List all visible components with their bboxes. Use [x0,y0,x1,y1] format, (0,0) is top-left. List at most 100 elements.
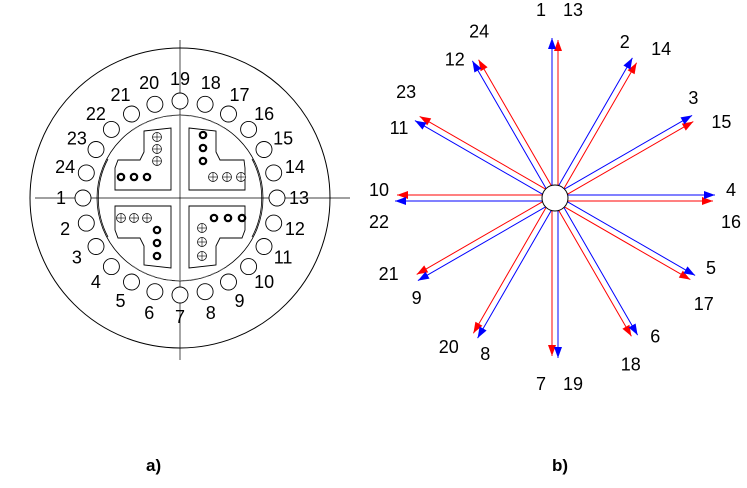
stator-slot [146,283,164,301]
phasor-line [557,62,638,200]
slot-label: 16 [254,104,274,124]
slot-label: 4 [91,272,101,292]
slot-label: 13 [289,188,309,208]
phasor-arrowhead [477,326,487,339]
phasor-arrowhead [627,62,637,75]
phasor-line [416,194,554,275]
phasor-arrowhead [702,197,713,205]
slot-label: 3 [72,248,82,268]
stator-slot [77,214,95,232]
phasor-label-second: 13 [563,0,583,20]
phasor-arrowhead [548,38,556,49]
phasor-label-first: 3 [688,88,698,108]
stator-slot [123,273,140,291]
pole-piece [114,127,172,191]
phasor-arrowhead [678,270,691,280]
slot-label: 24 [55,157,75,177]
phasor-label-second: 14 [651,39,671,59]
rotor-boundary [96,114,264,282]
stator-slot [102,120,120,138]
rotor-side-arc [251,158,263,238]
phasor-label-first: 8 [480,344,490,364]
phasor-label-second: 17 [694,294,714,314]
phasor-arrowhead [473,321,483,334]
rotor-conductors [116,130,247,261]
phasor-arrowhead [478,59,488,72]
phasor-label-first: 7 [536,374,546,394]
phasor-arrowhead [554,347,562,358]
stator-slot [255,238,273,255]
conductor-dot-core [145,175,149,179]
phasor-label-first: 9 [412,288,422,308]
phasor-label-second: 15 [711,112,731,132]
slot-label: 1 [56,188,66,208]
slot-label: 19 [170,69,190,89]
phasor-label-second: 19 [563,374,583,394]
stator-slot [240,120,258,138]
phasor-line [478,59,559,197]
phasor-label-second: 21 [379,264,399,284]
rotor-dashed-arc [132,115,228,131]
stator-slot [87,141,105,158]
stator-slot [171,92,189,110]
stator-slot [77,164,95,182]
conductor-dot-core [119,175,123,179]
phasor-arrowhead [395,197,406,205]
panel-b-label: b) [552,456,568,475]
phasor-label-second: 18 [621,354,641,374]
phasor-label-first: 11 [390,118,409,138]
phasor-arrowhead [554,40,562,51]
conductor-dot-core [201,159,205,163]
slot-label: 10 [254,272,274,292]
star-center-hub [541,184,569,212]
slot-label: 11 [274,248,293,268]
slot-label: 17 [229,85,249,105]
phasor-line [414,120,554,202]
phasor-arrowhead [683,266,696,276]
stator-slot [171,286,189,304]
slot-label: 7 [175,307,185,327]
phasor-line [419,115,557,196]
slot-label: 5 [115,291,125,311]
phasor-vectors [395,38,715,358]
conductor-dot-core [240,216,244,220]
phasor-arrowhead [548,345,556,356]
stator-slot [196,95,214,113]
phasor-arrowhead [681,121,694,131]
phasor-arrowhead [472,60,482,73]
slot-label: 6 [144,303,154,323]
stator-slot [220,105,237,123]
rotor-region [96,114,264,282]
slot-label: 15 [273,129,293,149]
phasor-label-second: 22 [369,212,389,232]
stator-slot [240,258,258,276]
phasor-line [553,114,693,196]
phasor-label-first: 1 [536,0,546,20]
phasor-label-second: 24 [469,22,489,42]
phasor-arrowhead [704,191,715,199]
phasor-arrowhead [628,323,638,336]
rotor-dashed-arc [132,265,228,281]
phasor-label-first: 2 [620,32,630,52]
phasor-line [553,200,691,281]
slot-label: 21 [110,85,130,105]
pole-piece [188,205,246,269]
stator-slot [265,164,283,182]
slot-label: 12 [285,219,305,239]
phasor-line [556,194,696,276]
stator-slot [268,189,286,207]
stator-slot [196,283,214,301]
slot-label: 20 [139,73,159,93]
pole-piece [188,127,246,191]
conductor-dot-core [155,254,159,258]
phasor-line [557,196,639,336]
slot-label: 14 [285,157,305,177]
phasor-arrowhead [397,191,408,199]
pole-pieces [114,127,246,269]
phasor-line [556,121,694,202]
phasor-label-first: 10 [369,180,389,200]
